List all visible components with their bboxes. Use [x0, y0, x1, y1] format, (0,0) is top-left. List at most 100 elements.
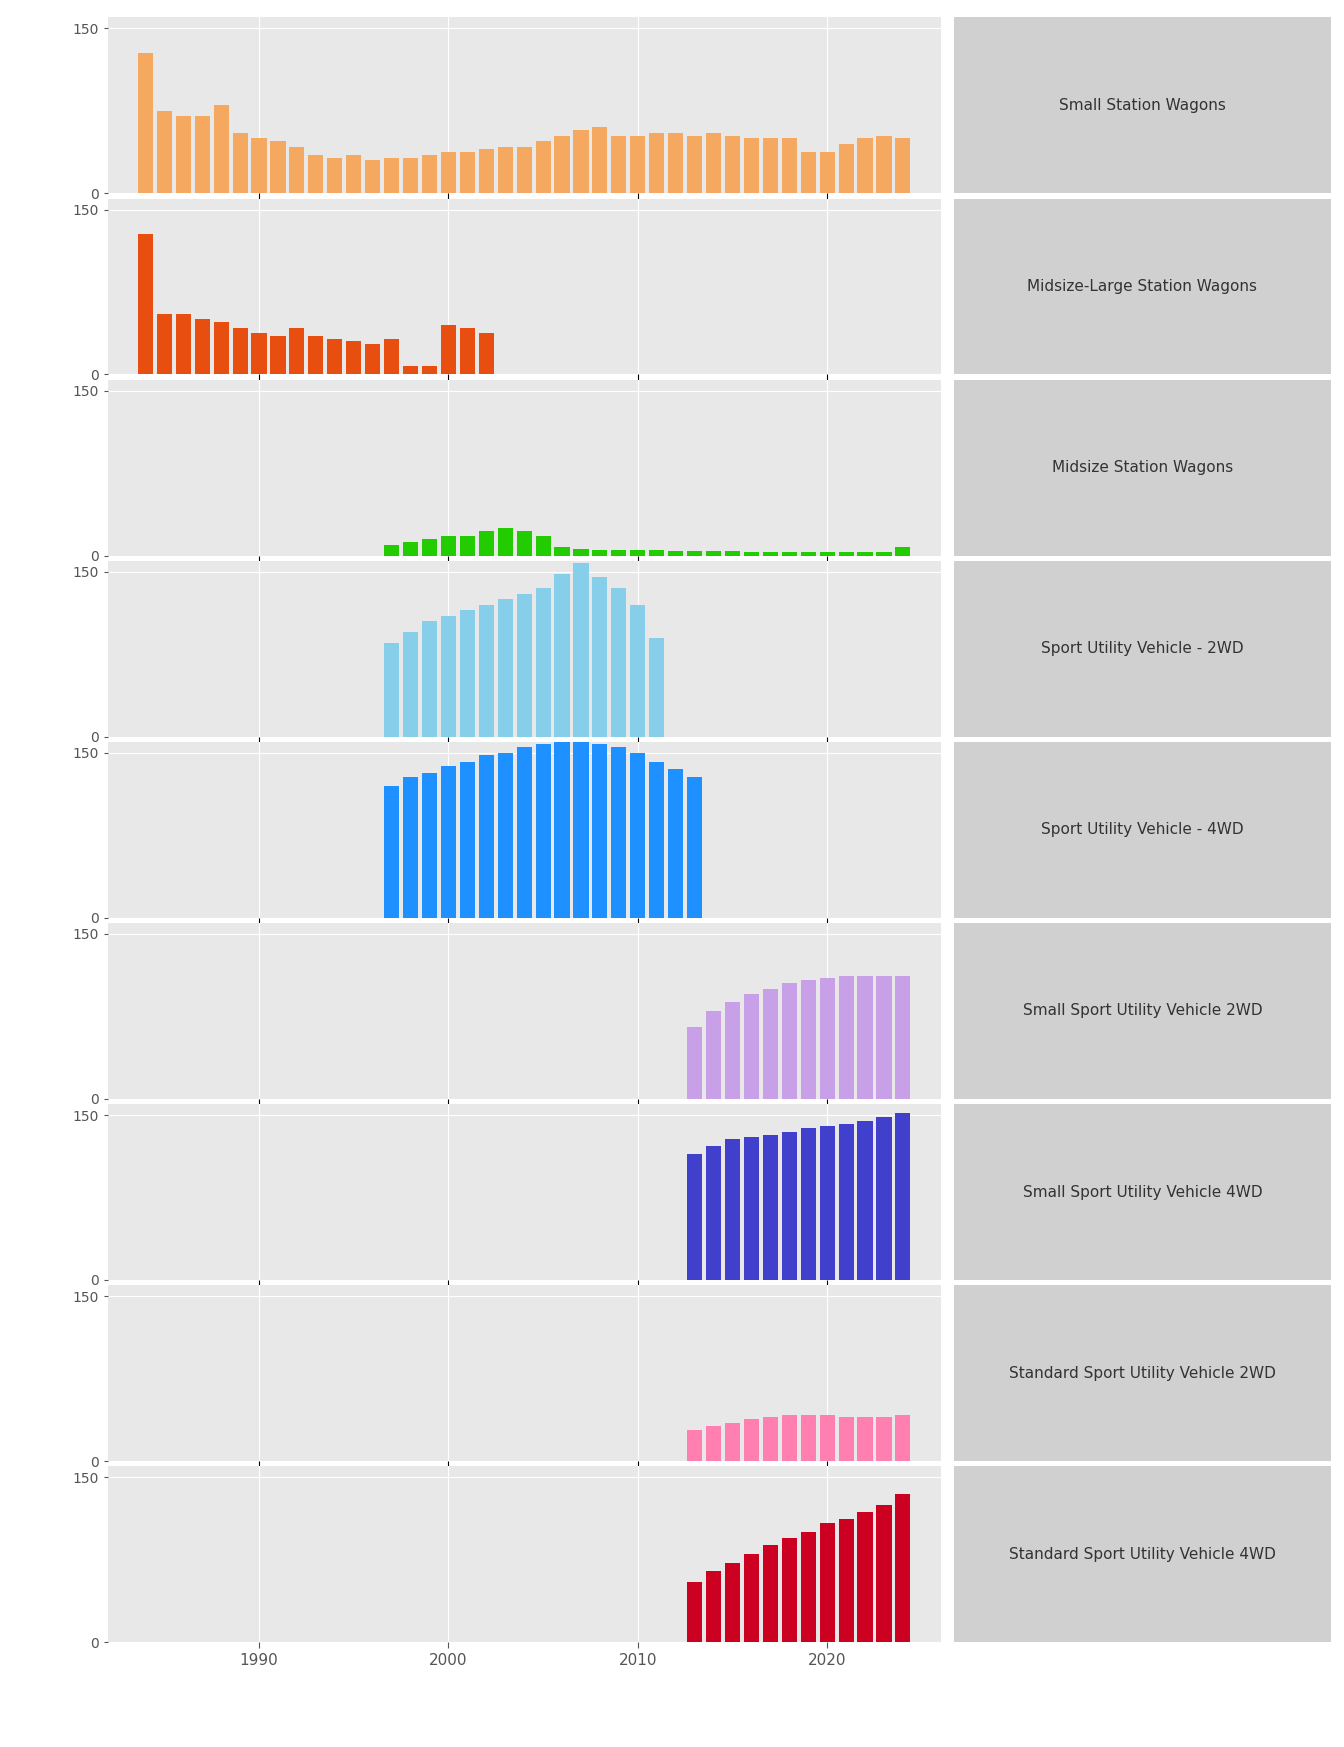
Text: Standard Sport Utility Vehicle 4WD: Standard Sport Utility Vehicle 4WD	[1009, 1546, 1275, 1562]
Bar	[422, 622, 437, 737]
Bar	[422, 155, 437, 194]
Bar	[460, 762, 474, 917]
Bar	[516, 531, 532, 556]
Bar	[857, 1513, 872, 1642]
Bar	[782, 1132, 797, 1281]
Bar	[895, 1415, 910, 1460]
Bar	[460, 328, 474, 374]
Bar	[743, 994, 759, 1099]
Bar	[497, 528, 513, 556]
Bar	[801, 152, 816, 194]
Bar	[743, 1555, 759, 1642]
Bar	[574, 563, 589, 737]
Bar	[366, 344, 380, 374]
Text: Small Sport Utility Vehicle 2WD: Small Sport Utility Vehicle 2WD	[1023, 1003, 1262, 1019]
Bar	[478, 332, 493, 374]
Bar	[270, 335, 285, 374]
Bar	[555, 575, 570, 737]
Bar	[782, 552, 797, 556]
Bar	[820, 978, 835, 1099]
Bar	[347, 341, 362, 374]
Bar	[687, 1581, 702, 1642]
Bar	[497, 599, 513, 737]
Bar	[403, 365, 418, 374]
Bar	[289, 147, 305, 194]
Bar	[384, 159, 399, 194]
Bar	[876, 1417, 891, 1460]
Bar	[839, 143, 853, 194]
Bar	[724, 136, 741, 194]
Bar	[327, 339, 343, 374]
Bar	[763, 1417, 778, 1460]
Bar	[895, 1494, 910, 1642]
Bar	[668, 133, 683, 194]
Bar	[743, 1137, 759, 1281]
Bar	[460, 610, 474, 737]
Bar	[574, 129, 589, 194]
Bar	[839, 1520, 853, 1642]
Bar	[460, 152, 474, 194]
Bar	[724, 1003, 741, 1099]
Bar	[820, 552, 835, 556]
Bar	[233, 328, 247, 374]
Bar	[857, 1120, 872, 1281]
Bar	[516, 594, 532, 737]
Bar	[441, 767, 456, 917]
Bar	[233, 133, 247, 194]
Bar	[555, 742, 570, 917]
Bar	[574, 742, 589, 917]
Bar	[308, 155, 324, 194]
Bar	[649, 550, 664, 556]
Bar	[478, 755, 493, 917]
Bar	[668, 550, 683, 556]
Text: Standard Sport Utility Vehicle 2WD: Standard Sport Utility Vehicle 2WD	[1009, 1366, 1275, 1380]
Bar	[630, 136, 645, 194]
Bar	[876, 552, 891, 556]
Bar	[649, 638, 664, 737]
Bar	[384, 339, 399, 374]
Text: Midsize Station Wagons: Midsize Station Wagons	[1052, 459, 1232, 475]
Text: Sport Utility Vehicle - 2WD: Sport Utility Vehicle - 2WD	[1042, 641, 1243, 657]
Bar	[441, 615, 456, 737]
Bar	[516, 748, 532, 917]
Bar	[763, 989, 778, 1099]
Bar	[138, 52, 153, 194]
Bar	[403, 777, 418, 917]
Bar	[630, 604, 645, 737]
Bar	[687, 1153, 702, 1281]
Bar	[839, 552, 853, 556]
Bar	[820, 1523, 835, 1642]
Bar	[743, 552, 759, 556]
Bar	[214, 105, 228, 194]
Bar	[820, 1415, 835, 1460]
Bar	[687, 1431, 702, 1460]
Bar	[687, 136, 702, 194]
Bar	[138, 234, 153, 374]
Bar	[895, 138, 910, 194]
Bar	[801, 980, 816, 1099]
Bar	[535, 536, 551, 556]
Bar	[895, 547, 910, 556]
Bar	[857, 138, 872, 194]
Text: Sport Utility Vehicle - 4WD: Sport Utility Vehicle - 4WD	[1042, 823, 1243, 837]
Bar	[876, 1504, 891, 1642]
Bar	[327, 159, 343, 194]
Bar	[839, 1123, 853, 1281]
Bar	[687, 777, 702, 917]
Bar	[649, 133, 664, 194]
Bar	[612, 136, 626, 194]
Bar	[555, 136, 570, 194]
Bar	[535, 589, 551, 737]
Bar	[441, 325, 456, 374]
Bar	[820, 1127, 835, 1281]
Bar	[763, 138, 778, 194]
Bar	[403, 542, 418, 556]
Bar	[763, 552, 778, 556]
Bar	[706, 1571, 722, 1642]
Bar	[612, 589, 626, 737]
Bar	[289, 328, 305, 374]
Bar	[724, 550, 741, 556]
Bar	[801, 1129, 816, 1281]
Bar	[593, 577, 607, 737]
Bar	[251, 138, 266, 194]
